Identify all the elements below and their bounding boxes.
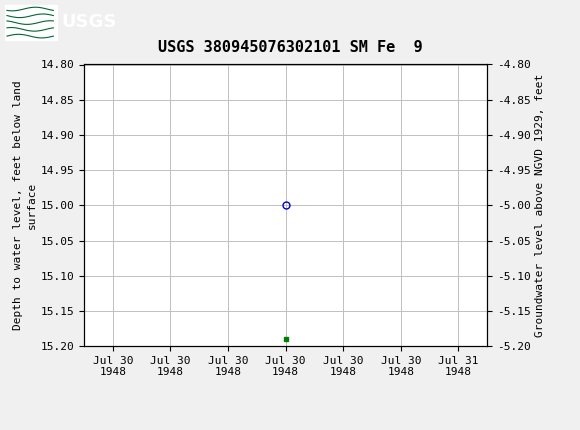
Y-axis label: Depth to water level, feet below land
surface: Depth to water level, feet below land su… xyxy=(13,80,37,330)
Text: USGS: USGS xyxy=(61,12,116,31)
Y-axis label: Groundwater level above NGVD 1929, feet: Groundwater level above NGVD 1929, feet xyxy=(535,74,545,337)
FancyBboxPatch shape xyxy=(5,6,57,40)
Text: USGS 380945076302101 SM Fe  9: USGS 380945076302101 SM Fe 9 xyxy=(158,40,422,55)
